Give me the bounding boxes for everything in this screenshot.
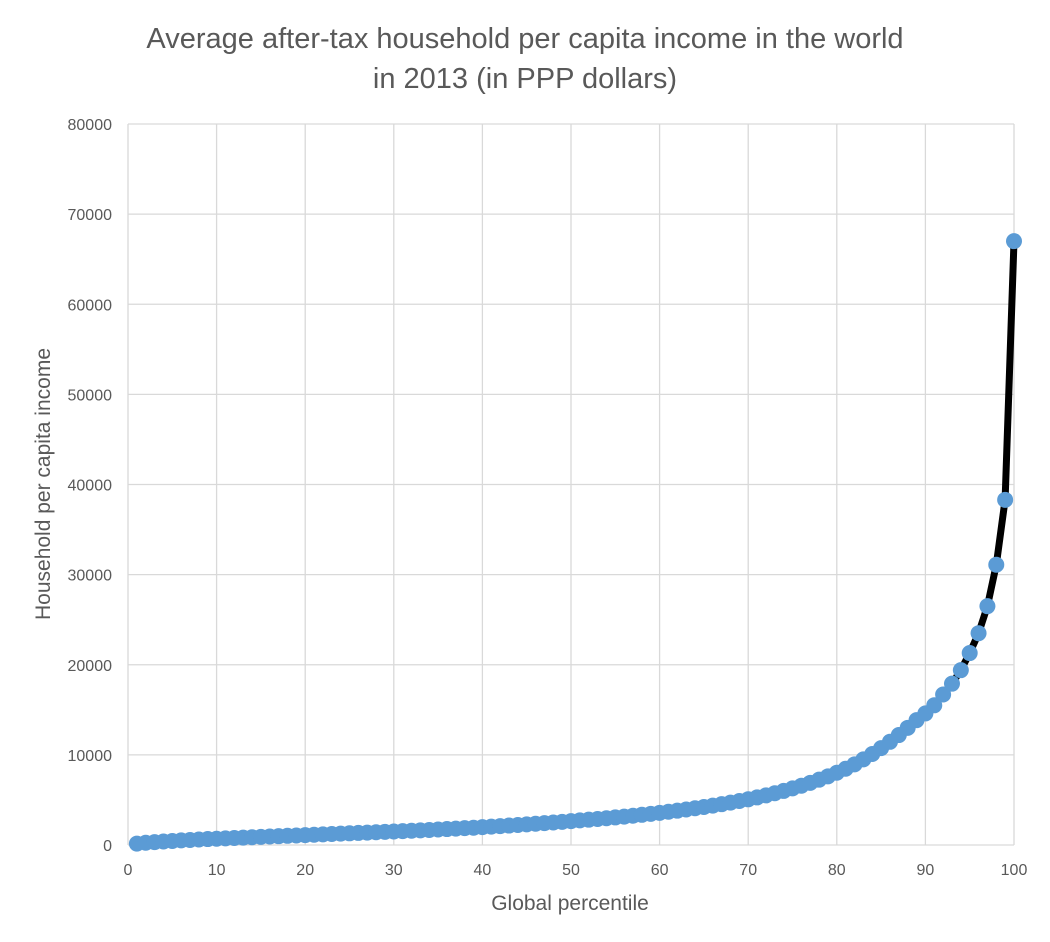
y-tick-label: 20000 <box>68 658 113 675</box>
chart-title-line-2: in 2013 (in PPP dollars) <box>373 63 677 95</box>
y-axis-title: Household per capita income <box>32 348 55 620</box>
x-tick-label: 0 <box>124 862 133 879</box>
data-point <box>943 675 960 692</box>
y-tick-label: 80000 <box>68 117 113 134</box>
y-tick-label: 70000 <box>68 207 113 224</box>
data-point <box>988 556 1005 573</box>
x-tick-label: 70 <box>739 862 757 879</box>
data-point <box>926 697 943 714</box>
data-point <box>997 491 1014 508</box>
data-point <box>979 598 996 615</box>
x-tick-label: 80 <box>828 862 846 879</box>
data-point <box>1006 233 1022 250</box>
y-tick-label: 50000 <box>68 387 113 404</box>
x-tick-label: 100 <box>1001 862 1028 879</box>
gridlines <box>127 123 1015 846</box>
x-axis-title: Global percentile <box>491 892 649 915</box>
series-group <box>128 233 1022 852</box>
chart-title-line-1: Average after-tax household per capita i… <box>146 23 903 55</box>
y-tick-label: 0 <box>103 838 112 855</box>
data-point <box>952 662 969 679</box>
x-tick-label: 50 <box>562 862 580 879</box>
y-tick-label: 10000 <box>68 748 113 765</box>
data-point <box>961 645 978 662</box>
x-tick-label: 20 <box>296 862 314 879</box>
x-tick-label: 90 <box>917 862 935 879</box>
y-tick-label: 30000 <box>68 568 113 585</box>
x-tick-label: 10 <box>208 862 226 879</box>
y-tick-label: 40000 <box>68 478 113 495</box>
x-tick-label: 40 <box>474 862 492 879</box>
y-tick-label: 60000 <box>68 297 113 314</box>
x-tick-label: 30 <box>385 862 403 879</box>
y-axis-ticks: 0 10000 20000 30000 40000 50000 60000 70000 8000… <box>68 117 113 855</box>
data-point <box>935 686 952 703</box>
x-tick-label: 60 <box>651 862 669 879</box>
x-axis-ticks: 0 10 20 30 40 50 60 70 80 90 100 <box>124 862 1028 879</box>
data-point <box>970 625 987 642</box>
